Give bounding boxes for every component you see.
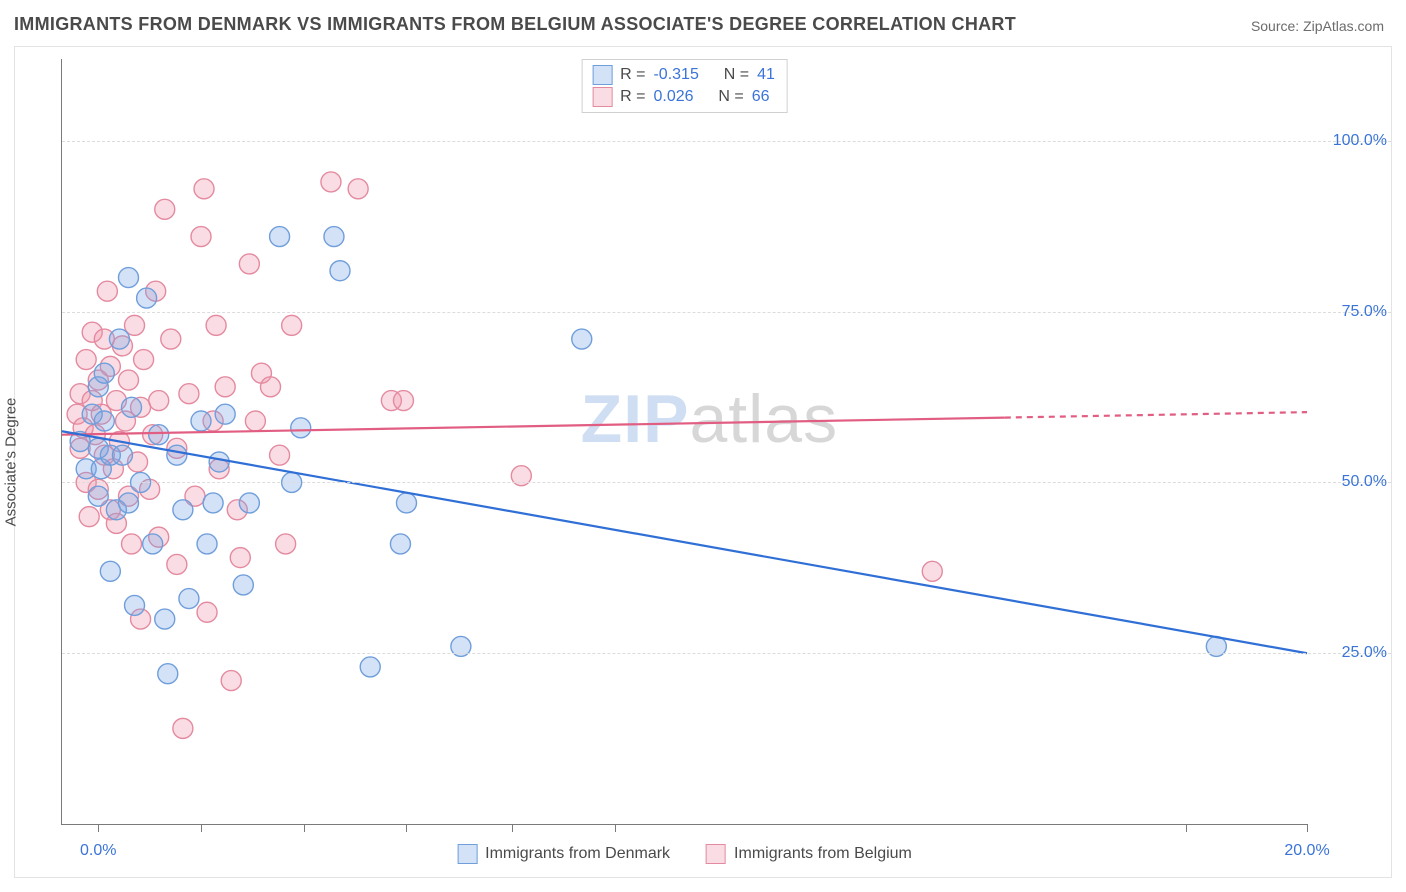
plot-area: ZIPatlas R = -0.315 N = 41 R = 0.026 N =… bbox=[61, 59, 1307, 825]
y-tick-label: 75.0% bbox=[1315, 303, 1387, 321]
data-point bbox=[158, 664, 178, 684]
r-value-denmark: -0.315 bbox=[653, 64, 698, 86]
data-point bbox=[137, 288, 157, 308]
data-point bbox=[245, 411, 265, 431]
chart-title: IMMIGRANTS FROM DENMARK VS IMMIGRANTS FR… bbox=[14, 14, 1016, 35]
y-tick-label: 25.0% bbox=[1315, 644, 1387, 662]
plot-svg bbox=[62, 59, 1307, 824]
data-point bbox=[179, 384, 199, 404]
source-label: Source: ZipAtlas.com bbox=[1251, 18, 1384, 34]
data-point bbox=[215, 377, 235, 397]
y-axis-label: Associate's Degree bbox=[3, 398, 20, 527]
r-value-belgium: 0.026 bbox=[653, 86, 693, 108]
data-point bbox=[206, 315, 226, 335]
correlation-legend: R = -0.315 N = 41 R = 0.026 N = 66 bbox=[581, 59, 788, 113]
data-point bbox=[167, 445, 187, 465]
data-point bbox=[203, 493, 223, 513]
data-point bbox=[155, 609, 175, 629]
swatch-denmark bbox=[592, 65, 612, 85]
data-point bbox=[173, 500, 193, 520]
data-point bbox=[122, 397, 142, 417]
data-point bbox=[239, 254, 259, 274]
data-point bbox=[167, 554, 187, 574]
data-point bbox=[122, 534, 142, 554]
data-point bbox=[88, 486, 108, 506]
data-point bbox=[109, 329, 129, 349]
data-point bbox=[291, 418, 311, 438]
x-tick-label: 20.0% bbox=[1284, 842, 1329, 860]
legend-row-belgium: R = 0.026 N = 66 bbox=[592, 86, 775, 108]
data-point bbox=[161, 329, 181, 349]
data-point bbox=[276, 534, 296, 554]
r-label: R = bbox=[620, 64, 645, 86]
data-point bbox=[270, 227, 290, 247]
y-tick-label: 100.0% bbox=[1315, 132, 1387, 150]
data-point bbox=[79, 507, 99, 527]
data-point bbox=[179, 589, 199, 609]
data-point bbox=[348, 179, 368, 199]
swatch-denmark-icon bbox=[457, 844, 477, 864]
data-point bbox=[233, 575, 253, 595]
chart-container: Associate's Degree ZIPatlas R = -0.315 N… bbox=[14, 46, 1392, 878]
swatch-belgium bbox=[592, 87, 612, 107]
data-point bbox=[94, 411, 114, 431]
data-point bbox=[572, 329, 592, 349]
data-point bbox=[97, 281, 117, 301]
x-tick-label: 0.0% bbox=[80, 842, 116, 860]
data-point bbox=[393, 391, 413, 411]
y-tick-label: 50.0% bbox=[1315, 473, 1387, 491]
data-point bbox=[221, 671, 241, 691]
data-point bbox=[194, 179, 214, 199]
data-point bbox=[215, 404, 235, 424]
r-label: R = bbox=[620, 86, 645, 108]
data-point bbox=[360, 657, 380, 677]
data-point bbox=[197, 534, 217, 554]
data-point bbox=[922, 561, 942, 581]
data-point bbox=[230, 548, 250, 568]
data-point bbox=[270, 445, 290, 465]
n-label: N = bbox=[718, 86, 743, 108]
data-point bbox=[112, 445, 132, 465]
data-point bbox=[155, 199, 175, 219]
data-point bbox=[143, 534, 163, 554]
data-point bbox=[239, 493, 259, 513]
legend-label-belgium: Immigrants from Belgium bbox=[734, 845, 912, 863]
data-point bbox=[118, 370, 138, 390]
data-point bbox=[125, 595, 145, 615]
legend-row-denmark: R = -0.315 N = 41 bbox=[592, 64, 775, 86]
data-point bbox=[321, 172, 341, 192]
regression-line bbox=[62, 431, 1307, 653]
data-point bbox=[76, 350, 96, 370]
data-point bbox=[173, 718, 193, 738]
data-point bbox=[94, 363, 114, 383]
data-point bbox=[324, 227, 344, 247]
regression-line bbox=[1005, 412, 1307, 417]
n-value-denmark: 41 bbox=[757, 64, 775, 86]
data-point bbox=[118, 493, 138, 513]
data-point bbox=[149, 425, 169, 445]
data-point bbox=[261, 377, 281, 397]
n-label: N = bbox=[724, 64, 749, 86]
data-point bbox=[197, 602, 217, 622]
legend-item-denmark: Immigrants from Denmark bbox=[457, 844, 670, 864]
series-legend: Immigrants from Denmark Immigrants from … bbox=[457, 844, 912, 864]
legend-item-belgium: Immigrants from Belgium bbox=[706, 844, 912, 864]
swatch-belgium-icon bbox=[706, 844, 726, 864]
data-point bbox=[282, 315, 302, 335]
data-point bbox=[396, 493, 416, 513]
data-point bbox=[191, 411, 211, 431]
data-point bbox=[134, 350, 154, 370]
data-point bbox=[100, 561, 120, 581]
data-point bbox=[330, 261, 350, 281]
legend-label-denmark: Immigrants from Denmark bbox=[485, 845, 670, 863]
data-point bbox=[390, 534, 410, 554]
data-point bbox=[149, 391, 169, 411]
n-value-belgium: 66 bbox=[752, 86, 770, 108]
data-point bbox=[118, 268, 138, 288]
data-point bbox=[209, 452, 229, 472]
data-point bbox=[191, 227, 211, 247]
